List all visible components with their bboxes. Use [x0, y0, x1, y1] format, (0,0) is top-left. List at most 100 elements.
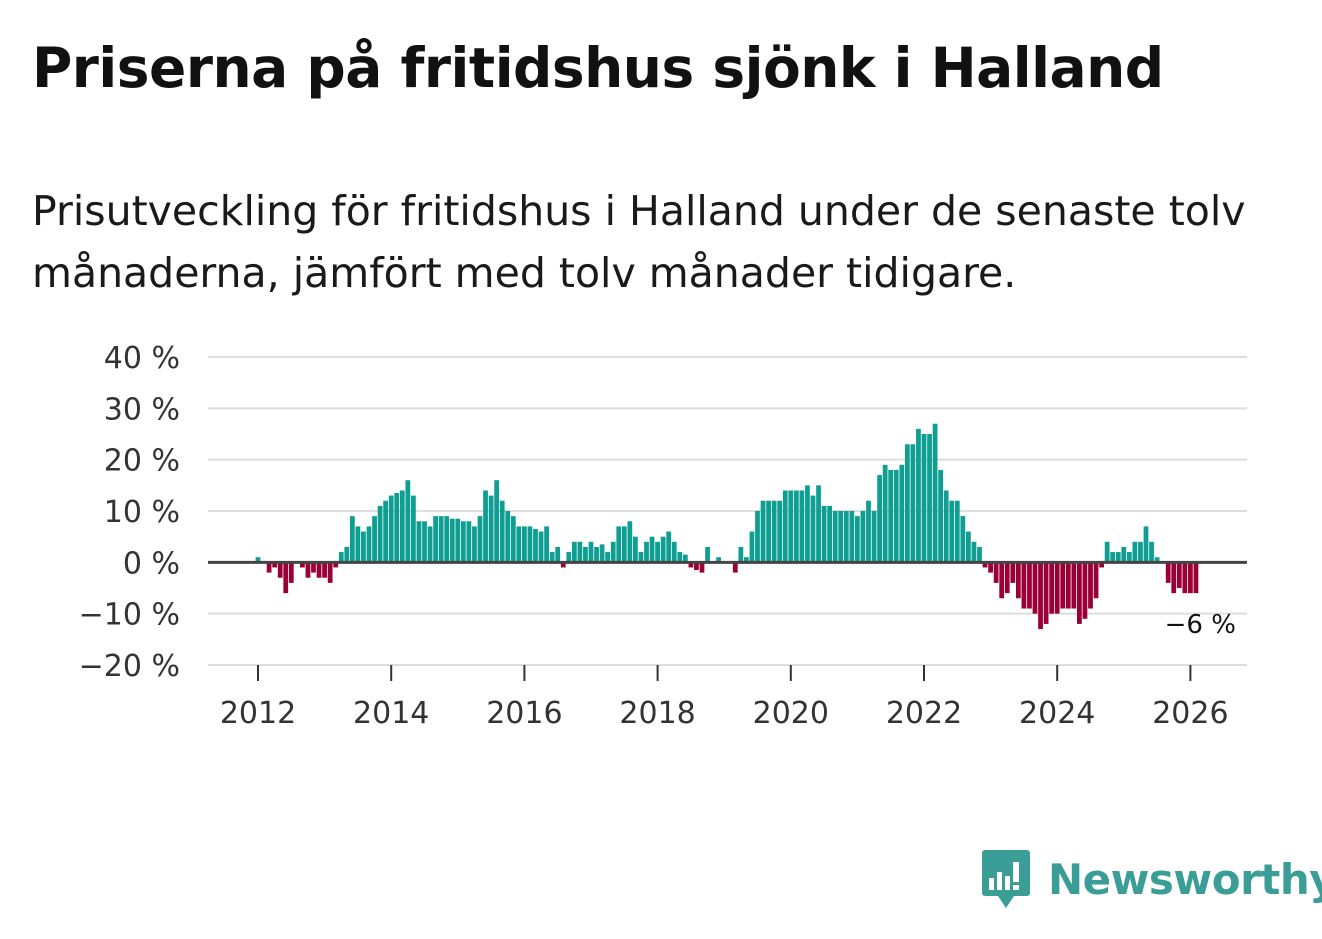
bar: [732, 562, 738, 573]
bar: [483, 490, 488, 563]
bar: [460, 521, 466, 563]
bar: [527, 526, 533, 563]
bar: [1043, 562, 1049, 624]
bar: [433, 516, 438, 563]
bar: [366, 526, 372, 563]
bar: [566, 552, 572, 563]
bar: [954, 500, 960, 563]
brand-logo: Newsworthy: [980, 848, 1322, 910]
bar: [288, 562, 294, 583]
bar: [1004, 562, 1010, 594]
bar: [644, 541, 649, 563]
bar: [860, 511, 866, 563]
bar: [738, 546, 744, 563]
x-tick-label: 2018: [619, 696, 695, 731]
bar: [682, 554, 688, 563]
bar: [272, 562, 278, 568]
bar: [444, 516, 450, 563]
bar: [522, 526, 527, 563]
newsworthy-logo-icon: [982, 850, 1030, 908]
bar: [394, 493, 400, 563]
bar: [871, 511, 877, 563]
bars: [255, 423, 1199, 630]
bar: [416, 521, 422, 563]
bar: [560, 562, 566, 568]
bar: [466, 521, 472, 563]
bar: [621, 526, 627, 563]
bar: [1054, 562, 1060, 614]
bar: [516, 526, 522, 563]
page-title: Priserna på fritidshus sjönk i Halland: [32, 36, 1164, 100]
bar: [488, 495, 494, 563]
bar: [1188, 562, 1193, 594]
bar: [943, 490, 949, 563]
bar: [494, 480, 500, 563]
bar: [1143, 526, 1149, 563]
bar: [1065, 562, 1071, 609]
bar: [300, 562, 305, 568]
bar: [1027, 562, 1032, 609]
bar: [827, 505, 833, 563]
bar: [599, 544, 605, 563]
bar: [499, 500, 505, 563]
bar: [549, 552, 555, 563]
bar: [399, 490, 405, 563]
bar: [877, 475, 882, 563]
bar: [427, 526, 433, 563]
bar: [744, 557, 749, 563]
bar: [1038, 562, 1043, 630]
bar: [838, 511, 844, 563]
bar: [904, 444, 910, 563]
y-tick-label: −20 %: [79, 649, 180, 684]
bar: [893, 469, 899, 563]
bar: [971, 541, 977, 563]
bar: [1032, 562, 1038, 614]
bar: [1154, 557, 1160, 563]
bar: [361, 531, 366, 563]
bar: [311, 562, 316, 573]
bar: [816, 485, 821, 563]
bar: [1149, 541, 1154, 563]
bar: [966, 531, 971, 563]
bar: [655, 541, 660, 563]
bar: [832, 511, 838, 563]
bar: [1193, 562, 1199, 594]
bar: [316, 562, 322, 578]
bar: [266, 562, 272, 573]
bar: [982, 562, 988, 568]
bar: [705, 546, 710, 563]
bar: [405, 480, 411, 563]
bar: [505, 511, 511, 563]
brand-name: Newsworthy: [1048, 854, 1322, 904]
bar: [910, 444, 916, 563]
bar: [377, 505, 383, 563]
bar: [849, 511, 855, 563]
y-tick-label: 40 %: [104, 341, 180, 376]
bar: [755, 511, 760, 563]
bar: [255, 557, 261, 563]
bar: [1099, 562, 1104, 568]
bar: [821, 505, 827, 563]
bar: [1077, 562, 1082, 624]
bar: [999, 562, 1005, 599]
bar: [1171, 562, 1177, 594]
bar: [538, 531, 544, 563]
bar: [1082, 562, 1088, 619]
x-tick-label: 2020: [753, 696, 829, 731]
y-tick-label: 10 %: [104, 495, 180, 530]
bar: [355, 526, 361, 563]
bar: [1176, 562, 1182, 588]
bar: [477, 516, 483, 563]
bar: [771, 500, 777, 563]
labels: −20 % −10 % 0 % 10 % 20 % 30 % 40 % 2012 2014 201…: [79, 341, 1236, 731]
bar: [633, 536, 638, 563]
bar: [327, 562, 333, 583]
bar: [1126, 552, 1132, 563]
bar: [843, 511, 849, 563]
bar: [960, 516, 966, 563]
bar: [938, 469, 944, 563]
bar: [605, 552, 611, 563]
bar: [510, 516, 516, 563]
bar: [583, 546, 588, 563]
bar: [544, 526, 549, 563]
